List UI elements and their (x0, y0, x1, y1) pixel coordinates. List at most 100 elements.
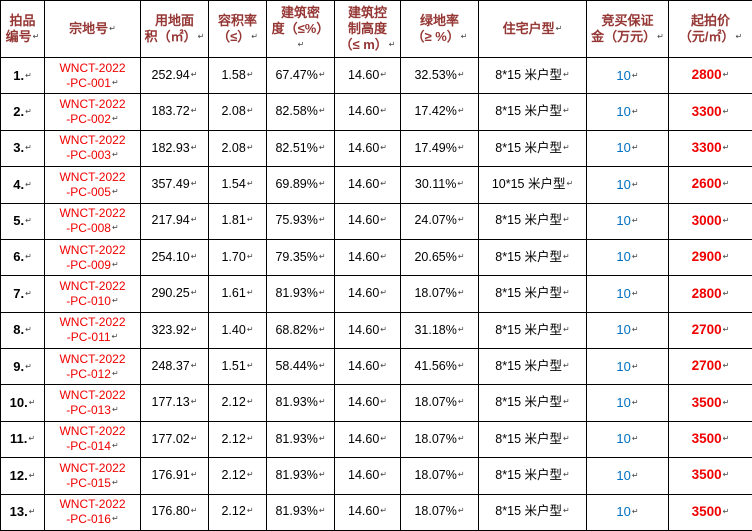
cell-value: WNCT-2022 -PC-015 (59, 460, 126, 490)
cell-value: 183.72 (151, 104, 190, 119)
paragraph-mark-icon: ↵ (25, 252, 32, 262)
paragraph-mark-icon: ↵ (318, 142, 326, 152)
cell-value: 8*15 米户型 (495, 358, 562, 373)
green-ratio-cell: 18.07%↵ (400, 384, 479, 422)
cell-value: 323.92 (151, 322, 190, 337)
paragraph-mark-icon: ↵ (190, 251, 198, 261)
bid-deposit-cell: 10↵ (586, 238, 669, 277)
paragraph-mark-icon: ↵ (318, 69, 326, 79)
plot-ratio-cell: 1.54↵ (208, 166, 267, 204)
housing-type-cell: 8*15 米户型↵ (478, 129, 587, 168)
plot-ratio-cell: 1.61↵ (208, 275, 267, 313)
cell-value: 254.10 (151, 249, 190, 264)
paragraph-mark-icon: ↵ (246, 288, 254, 298)
paragraph-mark-icon: ↵ (631, 143, 639, 153)
paragraph-mark-icon: ↵ (25, 179, 32, 189)
starting-price-cell: 3000↵ (668, 202, 752, 240)
cell-value: WNCT-2022 -PC-016 (59, 497, 126, 527)
parcel-id-cell: WNCT-2022 -PC-012↵ (44, 347, 141, 386)
cell-value: 10 (616, 249, 631, 265)
paragraph-mark-icon: ↵ (246, 215, 254, 225)
height-limit-cell: 14.60↵ (334, 238, 401, 277)
land-area-cell: 177.13↵ (140, 384, 209, 422)
cell-value: 8*15 米户型 (495, 468, 562, 482)
header-label: 竞买保证 金（万元） (591, 12, 657, 44)
cell-value: 10 (616, 394, 631, 410)
green-ratio-cell: 20.65%↵ (400, 238, 479, 277)
bid-deposit-cell: 10↵ (586, 457, 669, 495)
cell-value: WNCT-2022 -PC-011 (59, 315, 126, 345)
paragraph-mark-icon: ↵ (246, 360, 254, 370)
cell-value: 68.82% (275, 322, 318, 337)
paragraph-mark-icon: ↵ (318, 215, 326, 225)
header-label: 宗地号 (69, 20, 109, 36)
cell-value: 3500 (691, 467, 722, 483)
cell-value: 81.93% (275, 431, 318, 446)
paragraph-mark-icon: ↵ (28, 434, 36, 444)
plot-ratio-cell: 1.51↵ (208, 347, 267, 386)
cell-value: 2.12 (221, 395, 246, 410)
paragraph-mark-icon: ↵ (190, 324, 198, 334)
paragraph-mark-icon: ↵ (631, 434, 639, 444)
height-limit-cell: 14.60↵ (334, 311, 401, 350)
cell-value: 2.12 (221, 468, 246, 482)
cell-value: 3500 (691, 431, 722, 446)
paragraph-mark-icon: ↵ (563, 288, 570, 298)
housing-type-cell: 8*15 米户型↵ (478, 93, 587, 131)
cell-value: 10 (616, 504, 631, 520)
green-ratio-cell: 18.07%↵ (400, 275, 479, 313)
paragraph-mark-icon: ↵ (563, 397, 570, 407)
paragraph-mark-icon: ↵ (380, 360, 387, 370)
table-row: 7.↵ WNCT-2022 -PC-010↵ 290.25↵ 1.61↵ 81.… (0, 275, 752, 313)
building-density-cell: 67.47%↵ (266, 56, 335, 95)
housing-type-cell: 8*15 米户型↵ (478, 384, 587, 422)
green-ratio-cell: 18.07%↵ (400, 457, 479, 495)
paragraph-mark-icon: ↵ (631, 325, 639, 335)
paragraph-mark-icon: ↵ (563, 470, 570, 479)
cell-value: 1.40 (221, 322, 246, 337)
cell-value: 14.60 (348, 104, 380, 119)
paragraph-mark-icon: ↵ (563, 251, 570, 261)
cell-value: 3. (13, 140, 25, 156)
paragraph-mark-icon: ↵ (111, 514, 119, 524)
paragraph-mark-icon: ↵ (318, 179, 326, 188)
lot-number-cell: 5.↵ (0, 202, 45, 240)
paragraph-mark-icon: ↵ (563, 142, 570, 152)
paragraph-mark-icon: ↵ (318, 251, 326, 261)
cell-value: 2900 (691, 249, 722, 265)
cell-value: 18.07% (414, 431, 457, 446)
paragraph-mark-icon: ↵ (190, 397, 198, 407)
cell-value: 2800 (691, 67, 722, 83)
paragraph-mark-icon: ↵ (111, 114, 119, 124)
paragraph-mark-icon: ↵ (457, 433, 465, 443)
building-density-cell: 81.93%↵ (266, 420, 335, 459)
paragraph-mark-icon: ↵ (32, 32, 40, 41)
height-limit-cell: 14.60↵ (334, 202, 401, 240)
table-row: 13.↵ WNCT-2022 -PC-016↵ 176.80↵ 2.12↵ 81… (0, 493, 752, 531)
table-row: 4.↵ WNCT-2022 -PC-005↵ 357.49↵ 1.54↵ 69.… (0, 166, 752, 204)
paragraph-mark-icon: ↵ (722, 252, 730, 262)
cell-value: 81.93% (275, 504, 318, 519)
cell-value: 10 (616, 67, 631, 83)
parcel-id-cell: WNCT-2022 -PC-002↵ (44, 93, 141, 131)
paragraph-mark-icon: ↵ (246, 324, 254, 334)
cell-value: 31.18% (414, 322, 457, 337)
cell-value: 3500 (691, 503, 722, 519)
paragraph-mark-icon: ↵ (25, 106, 32, 116)
cell-value: 248.37 (151, 358, 190, 373)
cell-value: 18.07% (414, 395, 457, 410)
cell-value: 10 (616, 358, 631, 374)
housing-type-cell: 8*15 米户型↵ (478, 347, 587, 386)
paragraph-mark-icon: ↵ (631, 70, 639, 80)
paragraph-mark-icon: ↵ (380, 324, 387, 334)
lot-number-cell: 6.↵ (0, 238, 45, 277)
starting-price-cell: 3500↵ (668, 493, 752, 531)
paragraph-mark-icon: ↵ (246, 433, 254, 443)
cell-value: 7. (13, 285, 25, 301)
paragraph-mark-icon: ↵ (722, 470, 730, 480)
starting-price-cell: 3500↵ (668, 457, 752, 495)
cell-value: 2800 (691, 285, 722, 301)
cell-value: 14.60 (348, 67, 380, 82)
paragraph-mark-icon: ↵ (722, 179, 730, 189)
